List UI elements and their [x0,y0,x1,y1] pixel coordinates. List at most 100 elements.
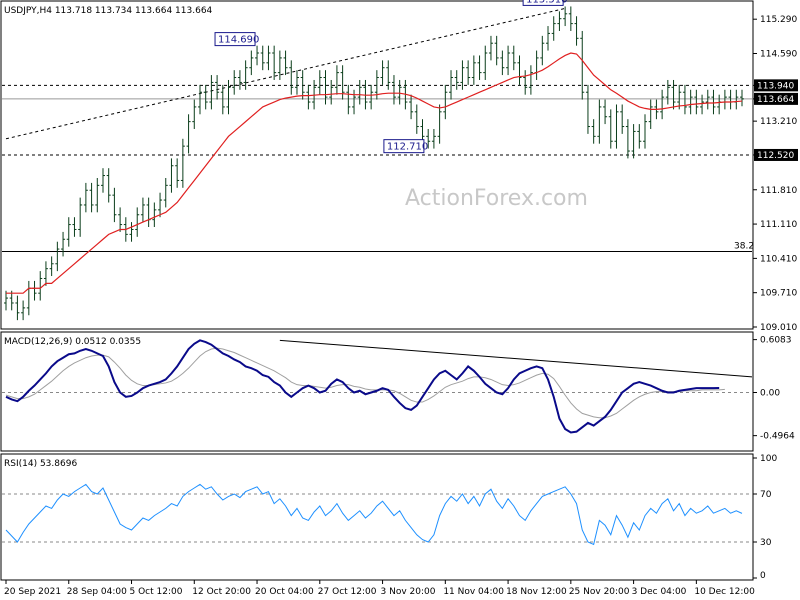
macd-layer [2,339,753,434]
price-bar [660,89,665,120]
price-bar [437,104,442,144]
macd-axis: 0.6083 0.00 -0.4964 [753,336,795,442]
price-bar [272,45,277,80]
price-tick-label: 111.110 [760,220,797,230]
rsi-line [5,483,743,546]
price-bar [95,177,100,213]
price-bar [688,89,693,115]
price-bar [61,231,66,257]
price-bar [4,290,8,311]
price-bar [266,45,271,71]
price-bar [249,50,254,76]
price-bar [15,295,20,321]
price-bar [386,60,391,90]
price-bar [540,35,545,66]
price-bar [215,75,220,100]
price-bar [300,70,305,100]
price-bar [711,89,716,115]
price-bar [106,168,111,203]
price-bar [637,124,642,149]
price-bar [546,26,551,51]
price-bar [294,70,299,95]
price-bar [397,79,402,105]
price-bar [49,256,54,277]
price-bar [643,114,648,149]
price-bar [66,217,71,247]
price-bar [563,6,568,27]
price-highlight-box [754,79,798,92]
price-bar [158,192,163,218]
price-bar [237,70,242,90]
price-bar [580,30,585,100]
price-bar [682,84,687,115]
price-bar [100,168,105,193]
price-bar [9,290,14,311]
price-axis: 115.290 114.590 113.940 113.664 113.210 112.5… [753,15,798,333]
price-bar [357,79,362,105]
price-bar [431,128,436,149]
x-tick-label: 3 Nov 20:00 [381,587,436,597]
macd-tick-label: 0.6083 [760,336,792,346]
price-tick-label: 113.940 [757,81,794,91]
price-bar [260,45,265,71]
price-bar [568,6,573,31]
price-bar [705,89,710,110]
price-bar [72,217,77,237]
rsi-header: RSI(14) 53.8696 [4,459,77,469]
annotation-box [383,139,425,154]
rsi-tick-label: 30 [760,538,772,548]
price-bar [443,84,448,120]
annotation-box [214,32,256,47]
rsi-axis: 100 70 30 0 [753,454,777,581]
price-bar [494,35,499,66]
x-tick-label: 27 Oct 12:00 [318,587,377,597]
price-header: USDJPY,H4 113.718 113.734 113.664 113.66… [4,6,213,16]
rsi-layer [2,483,752,546]
price-bar [500,50,505,76]
price-bar [414,104,419,134]
price-bar [21,300,26,321]
price-bar [665,79,670,105]
x-tick-label: 5 Oct 12:00 [130,587,183,597]
price-bar [89,182,94,213]
price-bar [477,55,482,80]
macd-panel-frame [0,331,754,452]
price-bar [528,65,533,95]
price-bar [740,89,744,107]
price-bar [140,197,145,223]
price-bar [175,158,180,188]
price-tick-label: 112.520 [757,151,794,161]
price-bar [55,241,60,272]
price-bar [369,84,374,110]
price-bar [129,222,134,242]
price-bar [603,99,608,125]
price-bar [192,99,197,129]
annotation-label: 115.510 [526,0,567,5]
annotation-label: 114.690 [218,35,259,46]
price-bar [551,16,556,41]
price-bar [209,75,214,110]
x-tick-label: 28 Sep 04:00 [67,587,127,597]
price-bar [511,45,516,71]
price-bar [277,50,282,80]
price-bar [648,99,653,129]
price-bar [471,55,476,85]
price-bar [454,70,459,90]
price-bar [152,202,157,228]
price-bar [483,45,488,80]
x-tick-label: 18 Nov 12:00 [506,587,567,597]
price-tick-label: 110.410 [760,254,797,264]
price-bar [614,104,619,149]
price-bar [506,45,511,76]
x-tick-label: 3 Dec 04:00 [632,587,687,597]
price-bar [135,207,140,237]
price-bar [289,60,294,95]
price-tick-label: 113.664 [757,95,794,105]
price-tick-label: 111.810 [760,186,797,196]
price-bar [460,60,465,90]
price-tick-label: 114.590 [760,50,797,60]
annotation-box [522,0,564,6]
price-bar [38,271,43,301]
price-bar [426,128,431,149]
watermark: ActionForex.com [405,186,588,211]
